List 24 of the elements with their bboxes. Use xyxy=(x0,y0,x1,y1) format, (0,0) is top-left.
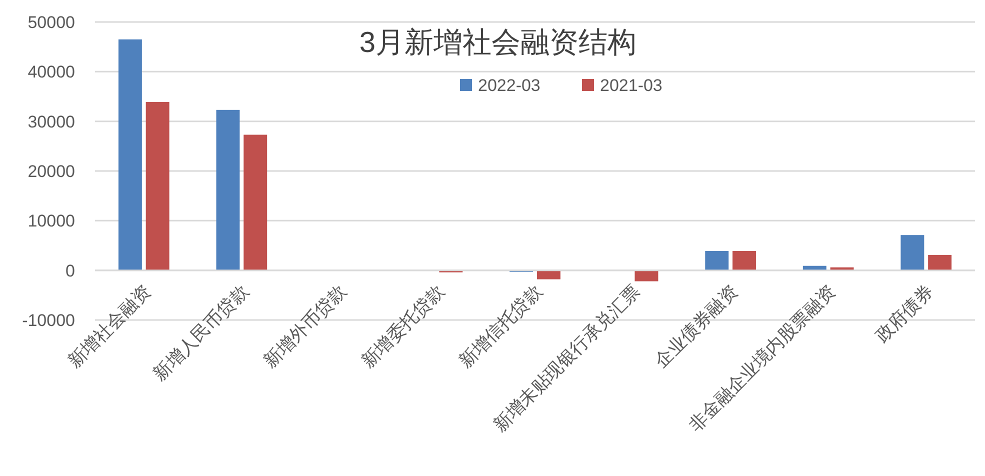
bar xyxy=(216,110,240,270)
y-tick-label: -10000 xyxy=(22,311,75,330)
bar xyxy=(900,235,924,270)
legend-label: 2022-03 xyxy=(478,76,540,95)
bar xyxy=(536,270,560,280)
bar xyxy=(928,254,952,270)
legend-label: 2021-03 xyxy=(600,76,662,95)
y-tick-label: 30000 xyxy=(28,112,75,132)
y-tick-label: 50000 xyxy=(28,13,75,32)
x-tick-label: 政府债券 xyxy=(872,281,937,346)
bar xyxy=(118,39,142,270)
y-tick-label: 10000 xyxy=(28,212,75,231)
y-tick-label: 20000 xyxy=(28,162,75,181)
x-tick-label: 新增外币贷款 xyxy=(260,281,350,372)
x-tick-label: 新增委托贷款 xyxy=(358,281,448,372)
bar xyxy=(634,270,658,282)
bar xyxy=(146,102,170,270)
y-tick-label: 0 xyxy=(66,261,75,280)
bar xyxy=(732,250,756,270)
y-tick-label: 40000 xyxy=(28,62,75,82)
bar xyxy=(705,250,729,270)
x-tick-label: 企业债券融资 xyxy=(650,281,742,372)
chart-title: 3月新增社会融资结构 xyxy=(359,27,637,59)
bar xyxy=(244,134,268,270)
